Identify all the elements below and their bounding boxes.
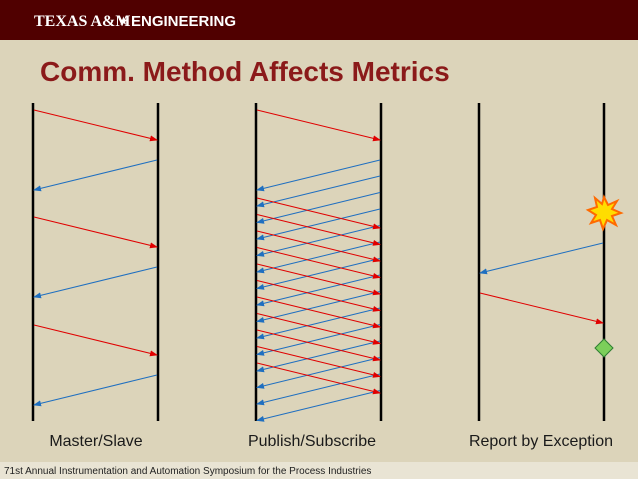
response-arrow xyxy=(256,357,381,389)
sequence-lines xyxy=(31,103,606,422)
response-arrow xyxy=(256,373,381,406)
response-arrow xyxy=(256,159,381,192)
brand: TEXAS A&M xyxy=(34,13,130,30)
footer-text: 71st Annual Instrumentation and Automati… xyxy=(4,466,371,477)
response-arrow xyxy=(256,324,381,356)
request-arrow xyxy=(33,216,158,249)
response-arrow xyxy=(256,208,381,241)
brand-star: ★ xyxy=(118,14,129,28)
request-arrow xyxy=(33,324,158,357)
request-arrow xyxy=(33,109,158,142)
request-arrow xyxy=(256,346,381,378)
response-arrow xyxy=(256,192,381,224)
request-arrow xyxy=(256,296,381,329)
response-arrow xyxy=(33,374,158,407)
request-arrow xyxy=(256,230,381,263)
response-arrow xyxy=(479,242,604,275)
response-arrow xyxy=(33,266,158,299)
request-arrow xyxy=(256,214,381,246)
request-arrow xyxy=(256,109,381,142)
request-arrow xyxy=(256,280,381,312)
request-arrow xyxy=(256,362,381,395)
event-diamond xyxy=(594,338,614,358)
fault-burst xyxy=(585,194,624,232)
request-arrow xyxy=(256,247,381,279)
brand-suffix: ENGINEERING xyxy=(131,13,236,30)
response-arrow xyxy=(256,175,381,208)
panel-label: Publish/Subscribe xyxy=(248,433,376,450)
response-arrow xyxy=(256,390,381,422)
response-arrow xyxy=(256,291,381,323)
request-arrow xyxy=(256,329,381,362)
response-arrow xyxy=(256,258,381,290)
response-arrow xyxy=(33,159,158,192)
response-arrow xyxy=(256,274,381,307)
response-arrow xyxy=(256,307,381,340)
request-arrow xyxy=(256,263,381,296)
header-bar xyxy=(0,0,638,40)
footer-bar xyxy=(0,462,638,479)
panel-label: Report by Exception xyxy=(469,433,613,450)
response-arrow xyxy=(256,241,381,274)
slide-title: Comm. Method Affects Metrics xyxy=(40,56,450,87)
response-arrow xyxy=(256,225,381,257)
panel-label: Master/Slave xyxy=(49,433,142,450)
response-arrow xyxy=(256,340,381,373)
request-arrow xyxy=(256,197,381,230)
request-arrow xyxy=(256,313,381,345)
request-arrow xyxy=(479,292,604,325)
